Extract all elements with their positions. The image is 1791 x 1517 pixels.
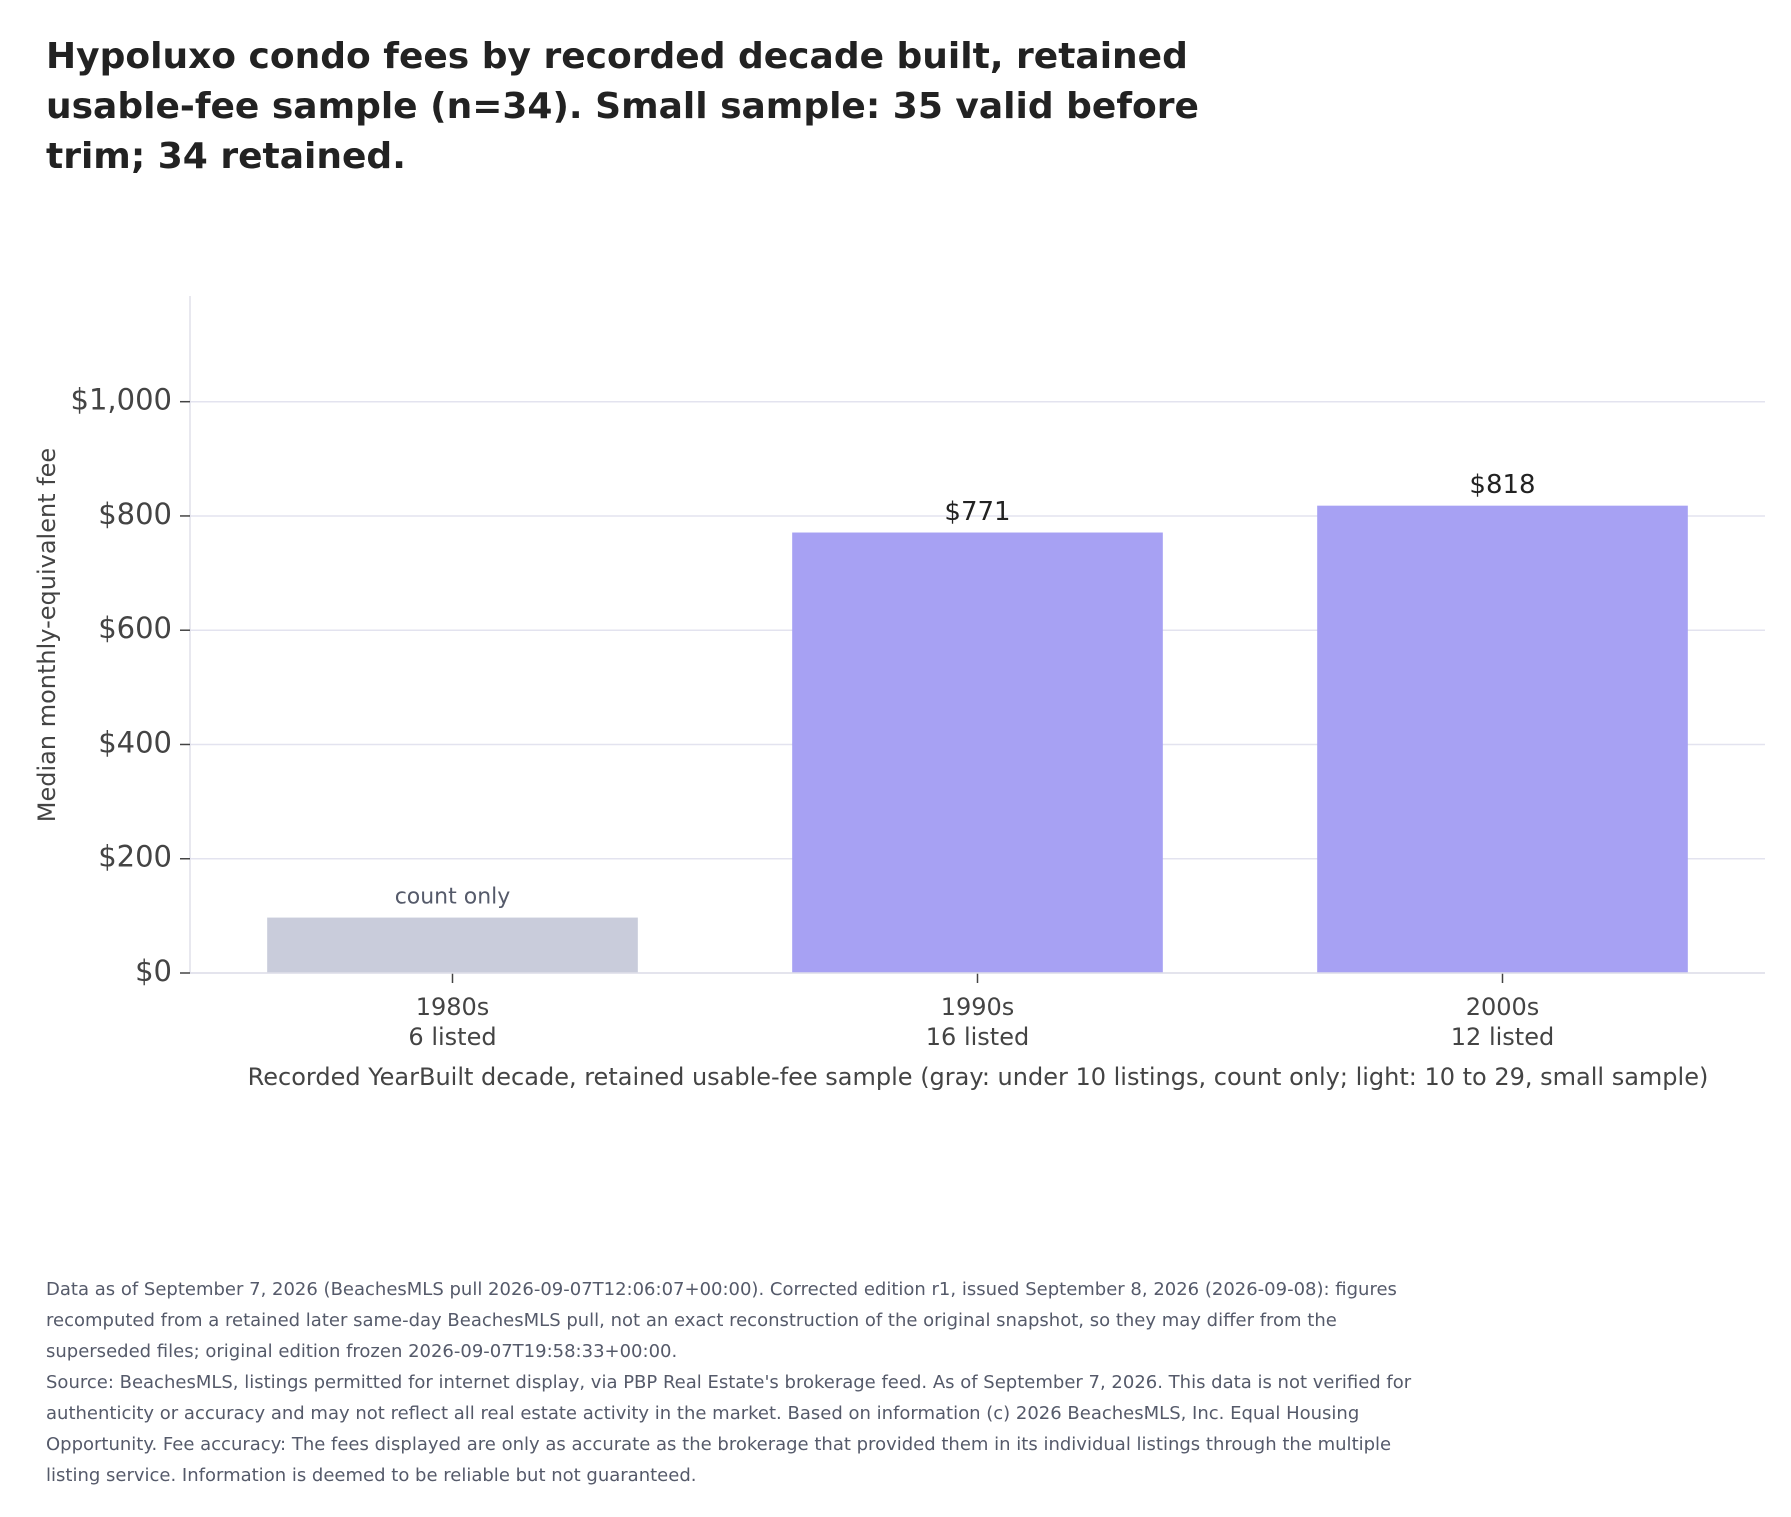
footnote: Source: BeachesMLS, listings permitted f… [46, 1372, 1412, 1486]
value-label: $818 [1469, 470, 1535, 500]
bar [267, 917, 638, 973]
y-tick-label: $800 [98, 497, 172, 531]
y-tick-label: $1,000 [71, 383, 172, 417]
y-tick-label: $600 [98, 611, 172, 645]
x-tick-label: 2000s [1466, 993, 1540, 1021]
bar [792, 532, 1163, 973]
y-axis-label: Median monthly-equivalent fee [33, 448, 61, 822]
value-label: $771 [944, 497, 1010, 527]
y-tick-label: $400 [98, 725, 172, 759]
footnote: Data as of September 7, 2026 (BeachesMLS… [46, 1279, 1397, 1362]
x-tick-label: 1980s [416, 993, 490, 1021]
value-label: count only [395, 885, 511, 910]
y-tick-label: $200 [98, 840, 172, 874]
x-tick-label: 1990s [941, 993, 1015, 1021]
footnotes: Data as of September 7, 2026 (BeachesMLS… [46, 1274, 1436, 1491]
chart: Median monthly-equivalent fee Recorded Y… [33, 296, 1765, 1091]
bar [1317, 505, 1688, 973]
x-axis-label: Recorded YearBuilt decade, retained usab… [248, 1063, 1709, 1091]
x-tick-count: 6 listed [408, 1023, 496, 1051]
x-tick-count: 16 listed [926, 1023, 1029, 1051]
y-tick-label: $0 [135, 954, 172, 988]
x-tick-count: 12 listed [1451, 1023, 1554, 1051]
chart-title: Hypoluxo condo fees by recorded decade b… [46, 36, 1199, 177]
